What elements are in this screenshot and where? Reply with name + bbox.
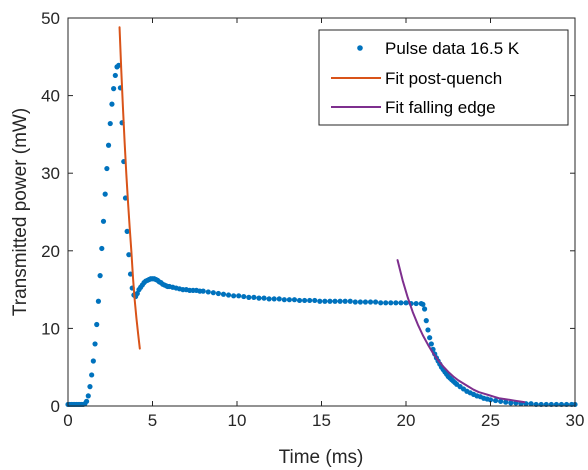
y-tick-label: 20 <box>41 242 60 261</box>
data-point <box>393 300 398 305</box>
data-point <box>422 306 427 311</box>
data-point <box>246 295 251 300</box>
data-point <box>87 384 92 389</box>
data-point <box>206 289 211 294</box>
data-point <box>297 298 302 303</box>
data-point <box>403 300 408 305</box>
data-point <box>398 300 403 305</box>
data-point <box>103 192 108 197</box>
data-point <box>84 399 89 404</box>
data-point <box>363 299 368 304</box>
data-point <box>86 393 91 398</box>
x-tick-label: 0 <box>63 411 72 430</box>
data-point <box>368 299 373 304</box>
data-point <box>277 296 282 301</box>
data-point <box>378 300 383 305</box>
data-point <box>292 297 297 302</box>
data-point <box>425 327 430 332</box>
data-point <box>358 299 363 304</box>
x-tick-label: 15 <box>312 411 331 430</box>
data-point <box>109 102 114 107</box>
data-point <box>312 298 317 303</box>
data-point <box>420 302 425 307</box>
x-tick-label: 30 <box>566 411 585 430</box>
data-point <box>272 296 277 301</box>
x-tick-label: 10 <box>228 411 247 430</box>
data-point <box>528 401 533 406</box>
data-point <box>91 358 96 363</box>
data-point <box>104 166 109 171</box>
data-point <box>92 341 97 346</box>
data-point <box>89 372 94 377</box>
data-point <box>388 300 393 305</box>
data-point <box>302 298 307 303</box>
data-point <box>307 298 312 303</box>
data-point <box>221 292 226 297</box>
x-axis-label: Time (ms) <box>279 447 364 468</box>
data-point <box>327 299 332 304</box>
data-point <box>99 246 104 251</box>
data-point <box>236 293 241 298</box>
y-tick-label: 50 <box>41 9 60 28</box>
data-point <box>317 299 322 304</box>
data-point <box>101 219 106 224</box>
y-tick-label: 40 <box>41 87 60 106</box>
data-point <box>424 318 429 323</box>
data-point <box>98 273 103 278</box>
data-point <box>322 299 327 304</box>
y-axis-label: Transmitted power (mW) <box>10 108 31 316</box>
data-point <box>383 300 388 305</box>
data-point <box>353 299 358 304</box>
data-point <box>113 73 118 78</box>
y-tick-label: 10 <box>41 319 60 338</box>
data-point <box>111 86 116 91</box>
legend-label-fit-falling-edge: Fit falling edge <box>385 98 496 117</box>
data-point <box>241 294 246 299</box>
data-point <box>108 121 113 126</box>
data-point <box>96 299 101 304</box>
legend-marker-pulse-data <box>357 45 363 51</box>
legend-label-fit-post-quench: Fit post-quench <box>385 69 502 88</box>
legend-label-pulse-data: Pulse data 16.5 K <box>385 39 520 58</box>
data-point <box>348 299 353 304</box>
data-point <box>226 292 231 297</box>
data-point <box>337 299 342 304</box>
data-point <box>332 299 337 304</box>
data-point <box>94 322 99 327</box>
x-tick-label: 20 <box>397 411 416 430</box>
data-point <box>231 293 236 298</box>
data-point <box>261 296 266 301</box>
data-point <box>251 295 256 300</box>
data-point <box>373 299 378 304</box>
y-tick-label: 0 <box>51 397 60 416</box>
data-point <box>343 299 348 304</box>
y-tick-label: 30 <box>41 164 60 183</box>
data-point <box>287 297 292 302</box>
data-point <box>267 296 272 301</box>
data-point <box>201 289 206 294</box>
data-point <box>282 297 287 302</box>
legend: Pulse data 16.5 K Fit post-quench Fit fa… <box>319 30 568 125</box>
x-tick-label: 25 <box>481 411 500 430</box>
data-point <box>211 290 216 295</box>
data-point <box>106 143 111 148</box>
data-point <box>427 335 432 340</box>
data-point <box>216 291 221 296</box>
data-point <box>414 301 419 306</box>
x-tick-label: 5 <box>148 411 157 430</box>
data-point <box>256 296 261 301</box>
